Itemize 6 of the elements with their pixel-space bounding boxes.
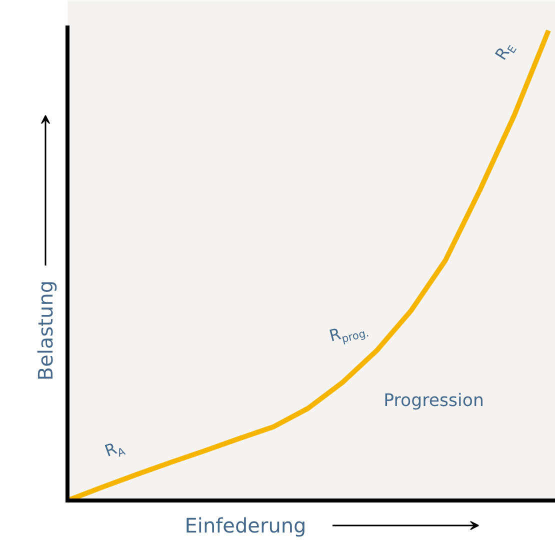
annotation: RA (102, 438, 128, 461)
x-axis-title: Einfederung (184, 514, 306, 538)
y-axis-title: Belastung (34, 280, 58, 381)
annotation: Progression (384, 391, 484, 412)
annotation: RE (491, 42, 520, 64)
annotation: Rprog. (327, 324, 370, 346)
